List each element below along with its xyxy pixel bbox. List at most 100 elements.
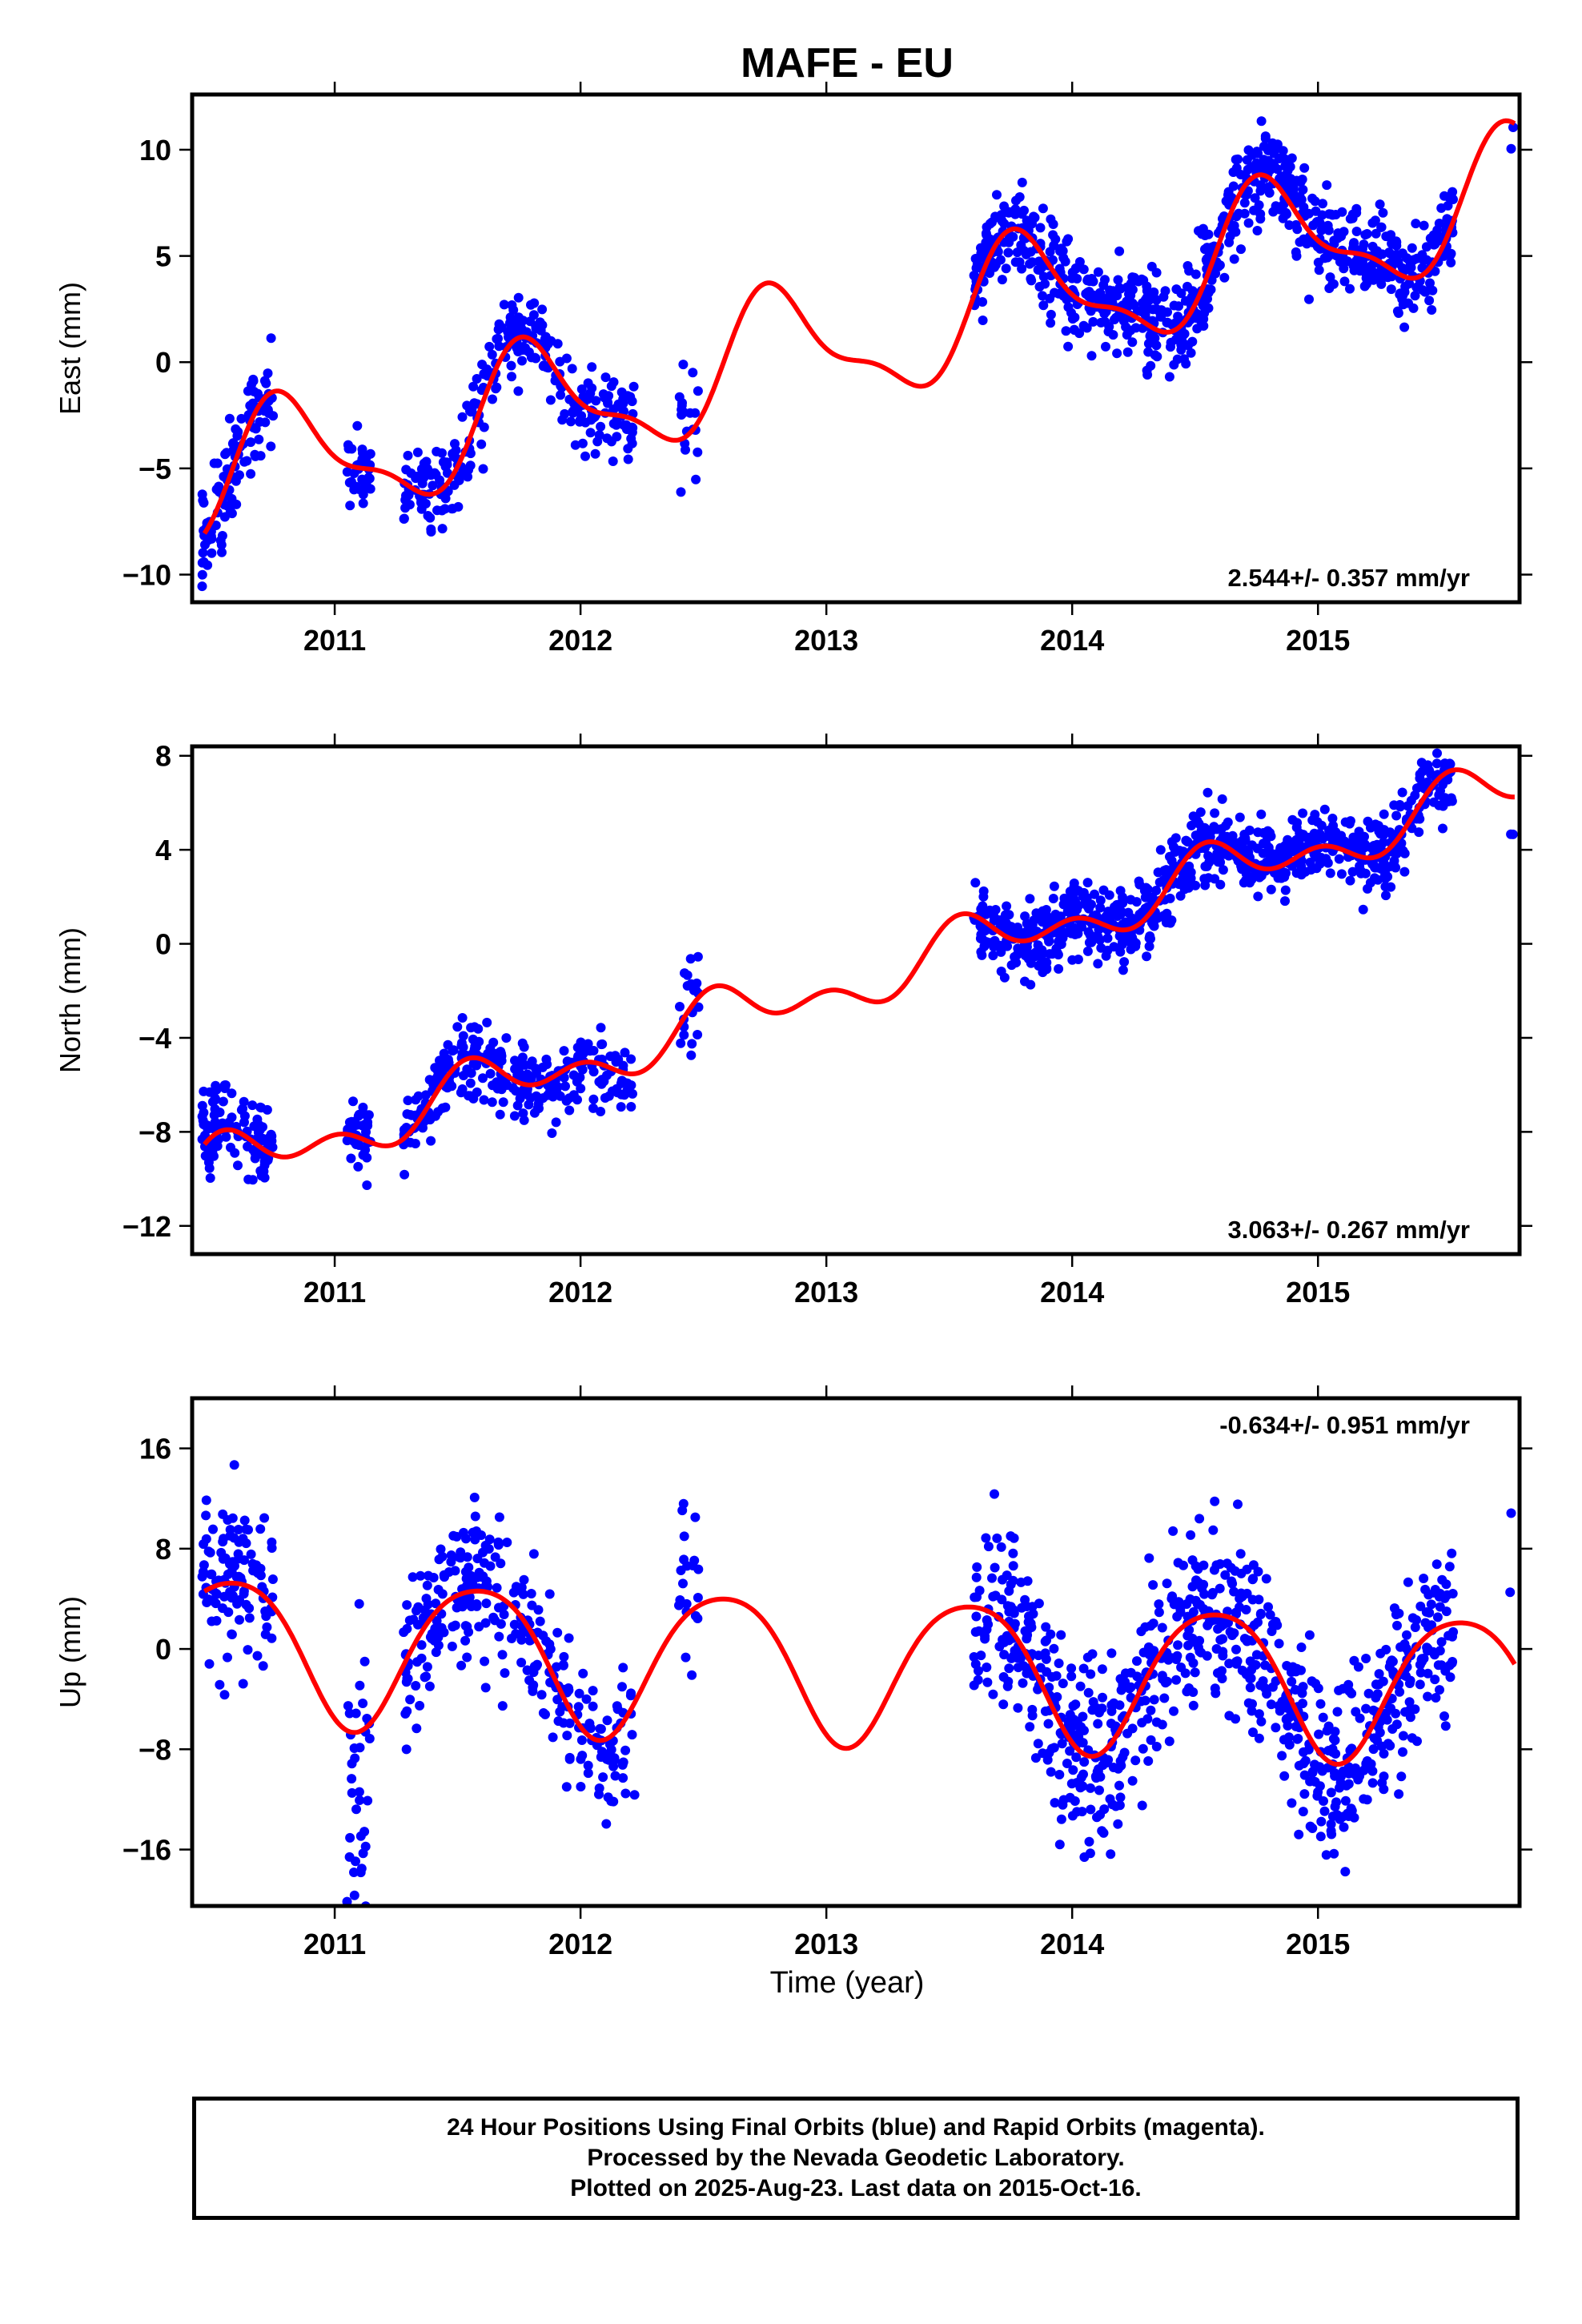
observation-point [1118,937,1127,947]
observation-point [1305,857,1315,867]
observation-point [1147,316,1158,326]
observation-point [981,1533,991,1543]
observation-point [1319,804,1330,814]
observation-point [1184,861,1195,871]
observation-point [1431,1559,1442,1570]
observation-point [626,1688,636,1699]
observation-point [559,1651,569,1662]
observation-point [687,1039,697,1049]
observation-point [1229,1586,1239,1597]
observation-point [1284,1739,1295,1750]
observation-point [540,1709,550,1719]
observation-point [610,1771,620,1781]
observation-point [1370,873,1379,883]
observation-point [606,1744,616,1755]
observation-point [1164,372,1174,382]
observation-point [1251,1660,1261,1670]
model-curve [202,118,1516,535]
observation-point [1151,1742,1162,1751]
observation-point [999,1650,1010,1660]
observation-point [1166,855,1177,866]
observation-point [406,468,416,478]
observation-point [261,378,271,388]
observation-point [1278,146,1288,156]
observation-point [1363,816,1373,826]
observation-point [1314,265,1324,275]
observation-point [1067,955,1078,965]
observation-point [1265,1610,1275,1620]
observation-point [355,1868,366,1878]
observation-point [1079,1757,1090,1767]
observation-point [1277,1751,1287,1761]
observation-point [497,1701,508,1711]
y-tick-label: −8 [139,1733,171,1766]
observation-point [228,438,239,448]
observation-point [1164,1736,1174,1747]
observation-point [197,569,207,580]
observation-point [352,420,363,431]
observation-point [678,1578,688,1589]
observation-point [1072,1778,1082,1788]
observation-point [1440,1721,1451,1731]
observation-point [1343,1779,1354,1789]
observation-point [1124,936,1134,947]
observation-point [528,1682,538,1692]
observation-point [1187,336,1198,347]
observation-point [1097,1664,1107,1675]
observation-point [260,1606,271,1616]
observation-point [1046,1767,1056,1777]
observation-point [555,356,565,367]
observation-point [1506,143,1516,154]
observation-point [1327,1743,1338,1754]
observation-point [1239,878,1249,888]
observation-point [1261,857,1271,867]
observation-point [674,392,685,402]
observation-point [1148,919,1158,930]
observation-point [1118,898,1128,908]
observation-point [1086,351,1097,361]
observation-point [1020,951,1030,961]
observation-point [1426,1599,1436,1610]
observation-point [361,1110,371,1120]
observation-point [232,431,243,441]
observation-point [1415,1667,1426,1678]
observation-point [1113,1763,1123,1774]
observation-point [1038,291,1047,301]
observation-point [1343,1679,1354,1690]
observation-point [413,1602,424,1612]
observation-point [1296,1642,1307,1652]
observation-point [260,1629,271,1639]
y-tick-label: 8 [155,1533,171,1566]
observation-point [679,1030,689,1040]
observation-point [1407,1613,1418,1623]
observation-point [1151,267,1162,278]
observation-point [1380,882,1391,892]
observation-point [469,1492,480,1502]
y-tick-label: −10 [122,559,171,592]
observation-point [1415,1659,1425,1670]
observation-point [1062,1759,1072,1768]
observation-point [428,480,438,491]
observation-point [1276,171,1287,182]
observation-point [446,1557,456,1567]
observation-point [1197,1583,1207,1594]
observation-point [1033,1684,1043,1695]
observation-point [1375,199,1385,210]
observation-point [347,1774,357,1784]
observation-point [452,1022,463,1032]
observation-point [568,1090,579,1100]
observation-point [1170,833,1181,843]
observation-point [524,1073,534,1084]
observation-point [449,480,460,490]
observation-point [969,1652,979,1662]
observation-point [1162,1676,1172,1687]
x-tick-label: 2015 [1286,624,1350,657]
observation-point [564,1105,575,1116]
observation-point [596,1752,606,1762]
observation-point [1095,903,1106,913]
observation-point [1008,1605,1018,1615]
observation-point [583,1760,593,1771]
observation-point [1008,927,1018,937]
chart-title: MAFE - EU [741,40,954,86]
observation-point [1129,300,1139,311]
